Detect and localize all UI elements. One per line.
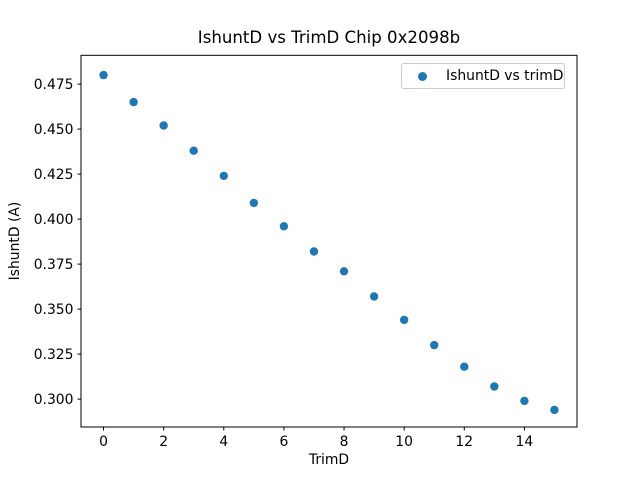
x-tick-label: 14 [516, 434, 534, 450]
y-tick-label: 0.475 [34, 77, 74, 93]
data-point [189, 146, 198, 155]
data-point [159, 121, 168, 130]
x-tick-label: 8 [340, 434, 349, 450]
legend: IshuntD vs trimD [401, 63, 565, 89]
data-point [369, 292, 379, 301]
data-point [520, 396, 529, 406]
data-point [399, 315, 409, 325]
data-point [309, 247, 319, 256]
x-tick-label: 12 [455, 434, 473, 450]
y-tick-label: 0.450 [34, 122, 74, 138]
data-point [99, 70, 108, 80]
y-tick-label: 0.375 [34, 257, 74, 273]
x-tick-label: 6 [279, 434, 288, 450]
y-tick-label: 0.350 [34, 302, 74, 318]
data-point [460, 362, 469, 371]
plot-frame [80, 54, 578, 428]
x-tick-label: 0 [99, 434, 108, 450]
y-tick-label: 0.300 [34, 392, 74, 408]
data-point [129, 97, 138, 107]
chart-title: IshuntD vs TrimD Chip 0x2098b [197, 28, 461, 47]
legend-label: IshuntD vs trimD [446, 68, 564, 84]
data-point [550, 405, 559, 415]
data-point [219, 171, 228, 181]
y-tick-label: 0.325 [34, 347, 74, 363]
scatter-marker-icon [418, 71, 427, 81]
x-tick-label: 10 [395, 434, 413, 450]
y-tick-label: 0.400 [34, 212, 74, 228]
data-point [430, 340, 439, 350]
x-axis-label: TrimD [308, 452, 350, 468]
y-tick-label: 0.425 [34, 167, 74, 183]
data-point [249, 198, 259, 208]
data-point [279, 222, 289, 231]
y-axis-label: IshuntD (A) [7, 201, 23, 281]
data-point [339, 267, 349, 276]
x-tick-label: 4 [219, 434, 228, 450]
data-point [490, 382, 499, 391]
x-tick-label: 2 [159, 434, 168, 450]
